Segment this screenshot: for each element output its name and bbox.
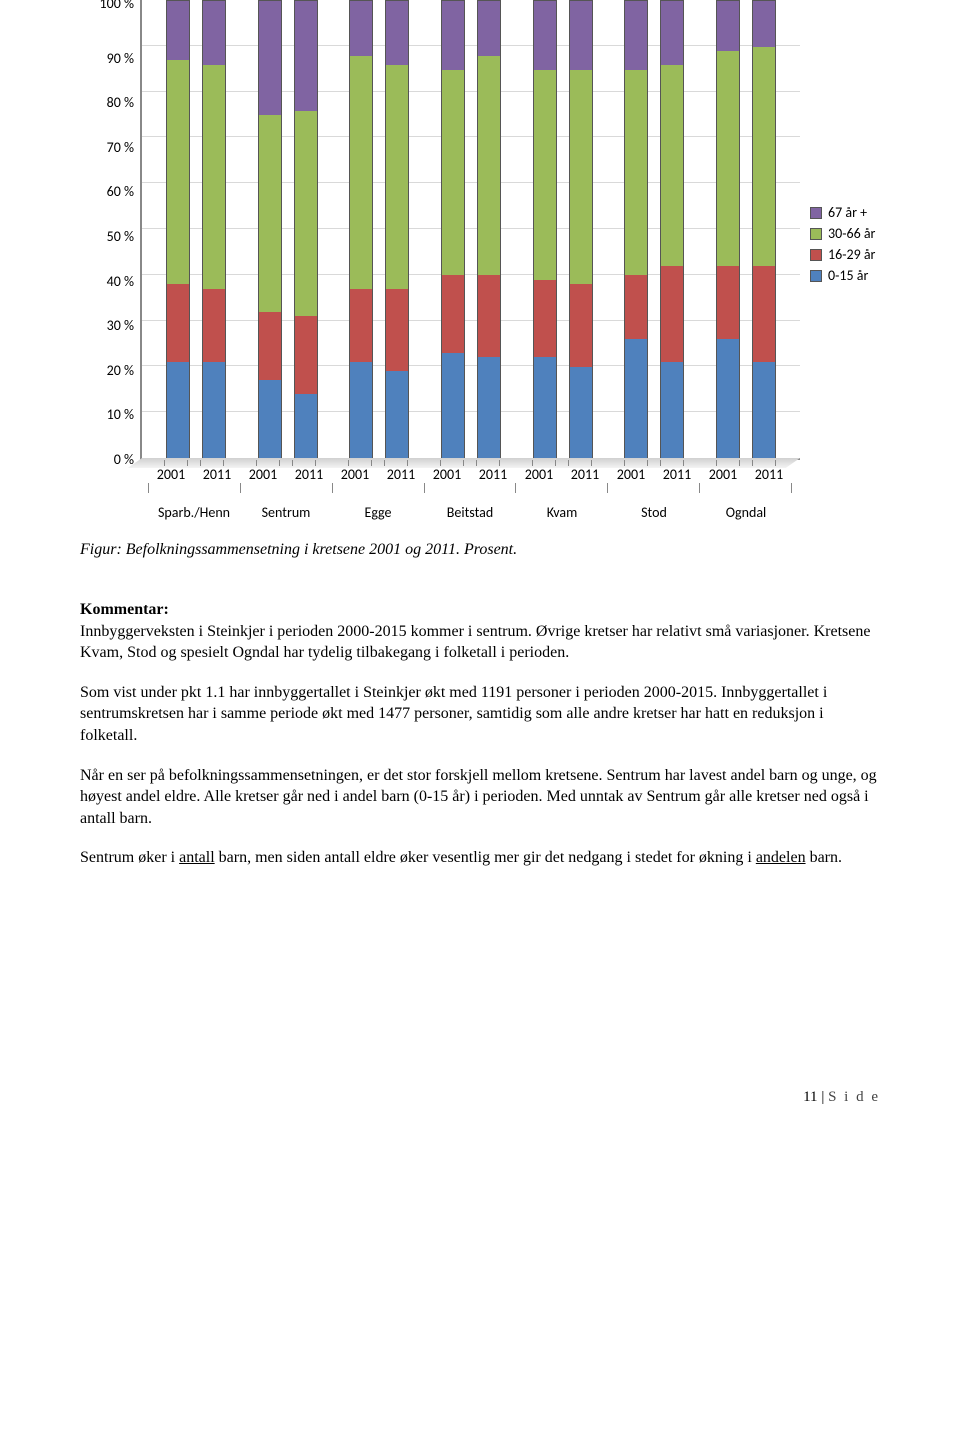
stacked-bar — [569, 0, 593, 458]
bar-group — [333, 0, 425, 458]
chart-legend: 67 år + 30-66 år 16-29 år 0-15 år — [810, 200, 875, 288]
legend-item: 0-15 år — [810, 267, 875, 284]
legend-swatch — [810, 270, 822, 282]
page-number: 11 — [803, 1089, 817, 1105]
stacked-bar — [477, 0, 501, 458]
paragraph-4: Sentrum øker i antall barn, men siden an… — [80, 847, 880, 869]
stacked-bar — [441, 0, 465, 458]
body-text: Kommentar: Innbyggerveksten i Steinkjer … — [80, 599, 880, 869]
bar-group — [609, 0, 701, 458]
legend-item: 30-66 år — [810, 225, 875, 242]
stacked-bar — [166, 0, 190, 458]
stacked-bar — [660, 0, 684, 458]
stacked-bar — [533, 0, 557, 458]
kommentar-heading: Kommentar: — [80, 601, 169, 618]
bar-group — [425, 0, 517, 458]
stacked-bar — [294, 0, 318, 458]
bar-group — [700, 0, 792, 458]
legend-label: 16-29 år — [828, 246, 875, 263]
stacked-bar — [202, 0, 226, 458]
chart-x-axis-groups: Sparb./HennSentrumEggeBeitstadKvamStodOg… — [140, 499, 800, 521]
stacked-bar — [716, 0, 740, 458]
page-word: S i d e — [828, 1089, 880, 1105]
chart-y-axis: 100 %90 %80 %70 %60 %50 %40 %30 %20 %10 … — [80, 0, 140, 460]
paragraph-2: Som vist under pkt 1.1 har innbyggertall… — [80, 682, 880, 747]
stacked-bar — [385, 0, 409, 458]
bar-group — [517, 0, 609, 458]
paragraph-3: Når en ser på befolkningssammensetningen… — [80, 765, 880, 830]
legend-item: 67 år + — [810, 204, 875, 221]
legend-swatch — [810, 249, 822, 261]
legend-label: 0-15 år — [828, 267, 868, 284]
chart-plot-area — [140, 0, 800, 460]
stacked-bar — [349, 0, 373, 458]
population-chart: 100 %90 %80 %70 %60 %50 %40 %30 %20 %10 … — [80, 0, 880, 521]
legend-item: 16-29 år — [810, 246, 875, 263]
stacked-bar — [258, 0, 282, 458]
stacked-bar — [624, 0, 648, 458]
bar-group — [242, 0, 334, 458]
legend-swatch — [810, 207, 822, 219]
legend-label: 67 år + — [828, 204, 867, 221]
stacked-bar — [752, 0, 776, 458]
page-footer: 11 | S i d e — [80, 1089, 880, 1106]
chart-x-axis-years: 2001201120012011200120112001201120012011… — [140, 466, 800, 483]
legend-swatch — [810, 228, 822, 240]
paragraph-1: Innbyggerveksten i Steinkjer i perioden … — [80, 623, 870, 662]
figure-caption: Figur: Befolkningssammensetning i kretse… — [80, 541, 880, 559]
bar-group — [150, 0, 242, 458]
legend-label: 30-66 år — [828, 225, 875, 242]
